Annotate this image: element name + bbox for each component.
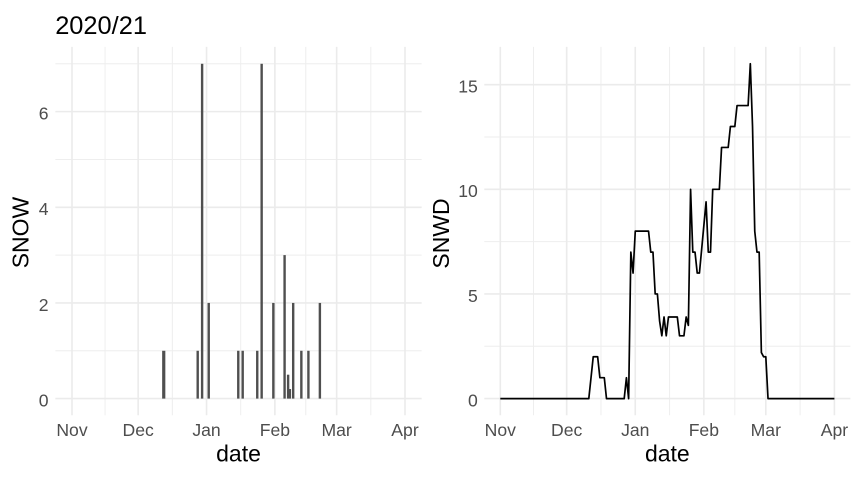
svg-text:0: 0	[39, 391, 49, 411]
svg-text:Feb: Feb	[260, 420, 291, 440]
svg-text:Jan: Jan	[192, 420, 220, 440]
svg-text:SNWD: SNWD	[428, 198, 454, 268]
svg-text:15: 15	[458, 77, 478, 97]
svg-text:date: date	[645, 441, 690, 467]
svg-text:10: 10	[458, 181, 478, 201]
svg-text:Apr: Apr	[821, 420, 849, 440]
svg-text:Apr: Apr	[391, 420, 419, 440]
svg-text:2020/21: 2020/21	[55, 12, 147, 40]
svg-text:2: 2	[39, 295, 49, 315]
svg-text:Nov: Nov	[485, 420, 516, 440]
svg-text:Nov: Nov	[56, 420, 87, 440]
svg-text:Dec: Dec	[123, 420, 154, 440]
svg-text:5: 5	[468, 286, 478, 306]
svg-text:Mar: Mar	[751, 420, 781, 440]
svg-text:Mar: Mar	[321, 420, 351, 440]
svg-text:6: 6	[39, 104, 49, 124]
svg-text:4: 4	[39, 199, 49, 219]
svg-text:0: 0	[468, 391, 478, 411]
svg-text:Jan: Jan	[621, 420, 649, 440]
svg-text:SNOW: SNOW	[8, 196, 34, 268]
svg-text:Dec: Dec	[551, 420, 582, 440]
svg-text:date: date	[216, 441, 261, 467]
svg-text:Feb: Feb	[689, 420, 720, 440]
